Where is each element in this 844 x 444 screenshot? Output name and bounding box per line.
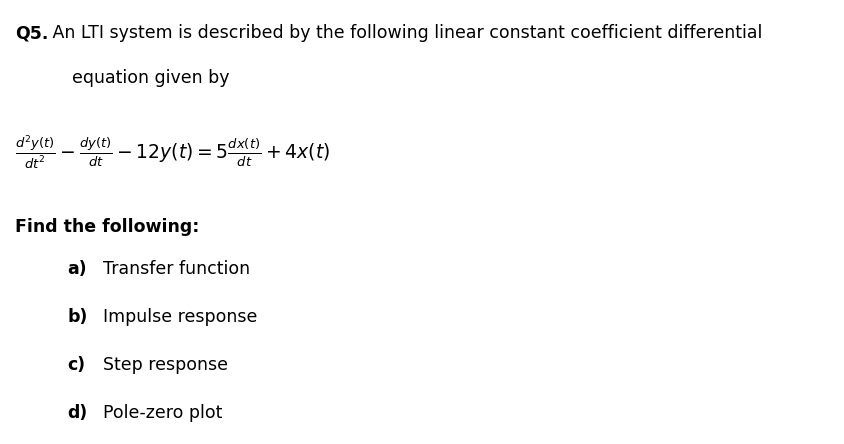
Text: Pole-zero plot: Pole-zero plot	[103, 404, 222, 422]
Text: Transfer function: Transfer function	[103, 260, 250, 278]
Text: equation given by: equation given by	[72, 69, 230, 87]
Text: a): a)	[68, 260, 87, 278]
Text: Impulse response: Impulse response	[103, 308, 257, 326]
Text: b): b)	[68, 308, 88, 326]
Text: Find the following:: Find the following:	[15, 218, 199, 236]
Text: Step response: Step response	[103, 356, 228, 374]
Text: Q5.: Q5.	[15, 24, 49, 43]
Text: c): c)	[68, 356, 85, 374]
Text: $\frac{d^2y(t)}{dt^2} - \frac{dy(t)}{dt} - 12y(t) = 5\frac{dx(t)}{dt} + 4x(t)$: $\frac{d^2y(t)}{dt^2} - \frac{dy(t)}{dt}…	[15, 133, 330, 170]
Text: An LTI system is described by the following linear constant coefficient differen: An LTI system is described by the follow…	[47, 24, 763, 43]
Text: d): d)	[68, 404, 88, 422]
